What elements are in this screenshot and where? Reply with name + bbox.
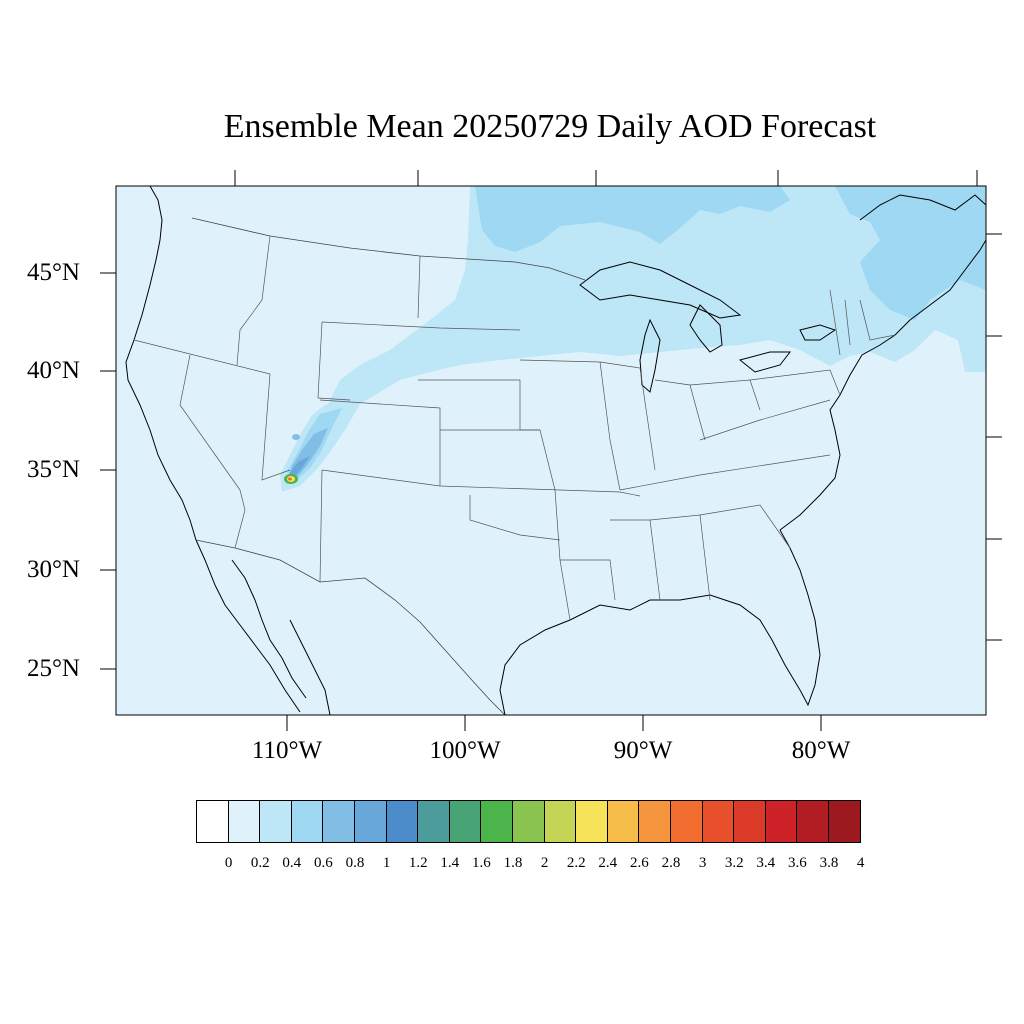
colorbar-tick-label: 1.8 <box>503 855 523 871</box>
great-lakes <box>579 261 837 393</box>
colorbar-swatch <box>417 800 450 843</box>
lat-label-30n: 30°N <box>26 556 80 583</box>
colorbar-swatch <box>670 800 703 843</box>
colorbar-tick-label: 0.6 <box>314 855 333 871</box>
colorbar-tick-label: 0 <box>224 855 233 871</box>
aod-plume-30 <box>288 477 292 481</box>
aod-band-04-north <box>320 186 986 428</box>
colorbar-swatch <box>638 800 671 843</box>
colorbar-tick-label: 1.2 <box>408 855 428 871</box>
colorbar-tick-label: 3.8 <box>819 855 839 871</box>
colorbar-swatch <box>290 800 324 843</box>
lat-label-45n: 45°N <box>26 259 80 286</box>
lat-label-35n: 35°N <box>26 456 80 483</box>
lon-label-80w: 80°W <box>791 737 851 764</box>
colorbar-swatch <box>512 800 545 843</box>
frame-ticks <box>100 170 1002 731</box>
colorbar-tick-label: 1.6 <box>472 855 491 871</box>
colorbar-tick-label: 2.4 <box>598 855 618 871</box>
colorbar-swatch <box>828 800 861 843</box>
colorbar-swatch <box>354 800 387 843</box>
colorbar-tick-label: 3.2 <box>724 855 744 871</box>
state-borders <box>133 235 896 621</box>
aod-plume-10 <box>288 456 310 480</box>
colorbar-swatch <box>606 800 640 843</box>
colorbar-tick-label: 0.2 <box>250 855 270 871</box>
colorbar-tick-label: 2.2 <box>566 855 586 871</box>
map-frame <box>115 185 987 716</box>
colorbar-tick-label: 2.6 <box>630 855 649 871</box>
colorbar-swatch <box>196 800 229 843</box>
lat-label-40n: 40°N <box>26 357 80 384</box>
colorbar-tick-label: 2 <box>540 855 549 871</box>
aod-spot-northwest <box>292 434 300 440</box>
colorbar-tick-label: 3 <box>698 855 707 871</box>
colorbar-swatch <box>227 800 261 843</box>
colorbar-swatch <box>575 800 608 843</box>
colorbar-swatch <box>385 800 419 843</box>
colorbar-tick-label: 1.4 <box>440 855 460 871</box>
colorbar-tick-label: 0.4 <box>282 855 302 871</box>
aod-band-06-north <box>475 186 790 252</box>
colorbar-swatch <box>733 800 766 843</box>
lon-label-110w: 110°W <box>251 737 323 764</box>
colorbar-swatch <box>322 800 355 843</box>
colorbar-swatch <box>543 800 577 843</box>
figure-title: Ensemble Mean 20250729 Daily AOD Forecas… <box>223 108 877 145</box>
colorbar-tick-label: 3.4 <box>756 855 776 871</box>
lat-label-25n: 25°N <box>26 655 80 682</box>
colorbar-tick-label: 2.8 <box>661 855 681 871</box>
lon-label-100w: 100°W <box>429 737 501 764</box>
colorbar-swatch <box>796 800 829 843</box>
colorbar-swatch <box>480 800 513 843</box>
colorbar-tick-label: 3.6 <box>788 855 807 871</box>
colorbar-tick-label: 4 <box>856 855 865 871</box>
colorbar-swatch <box>701 800 735 843</box>
colorbar-swatch <box>448 800 482 843</box>
aod-band-06-northeast <box>835 186 986 320</box>
colorbar-tick-label: 0.8 <box>345 855 365 871</box>
colorbar-swatch <box>764 800 798 843</box>
colorbar-swatch <box>259 800 292 843</box>
lon-label-90w: 90°W <box>613 737 673 764</box>
colorbar-tick-label: 1 <box>382 855 391 871</box>
coastlines <box>125 185 987 716</box>
